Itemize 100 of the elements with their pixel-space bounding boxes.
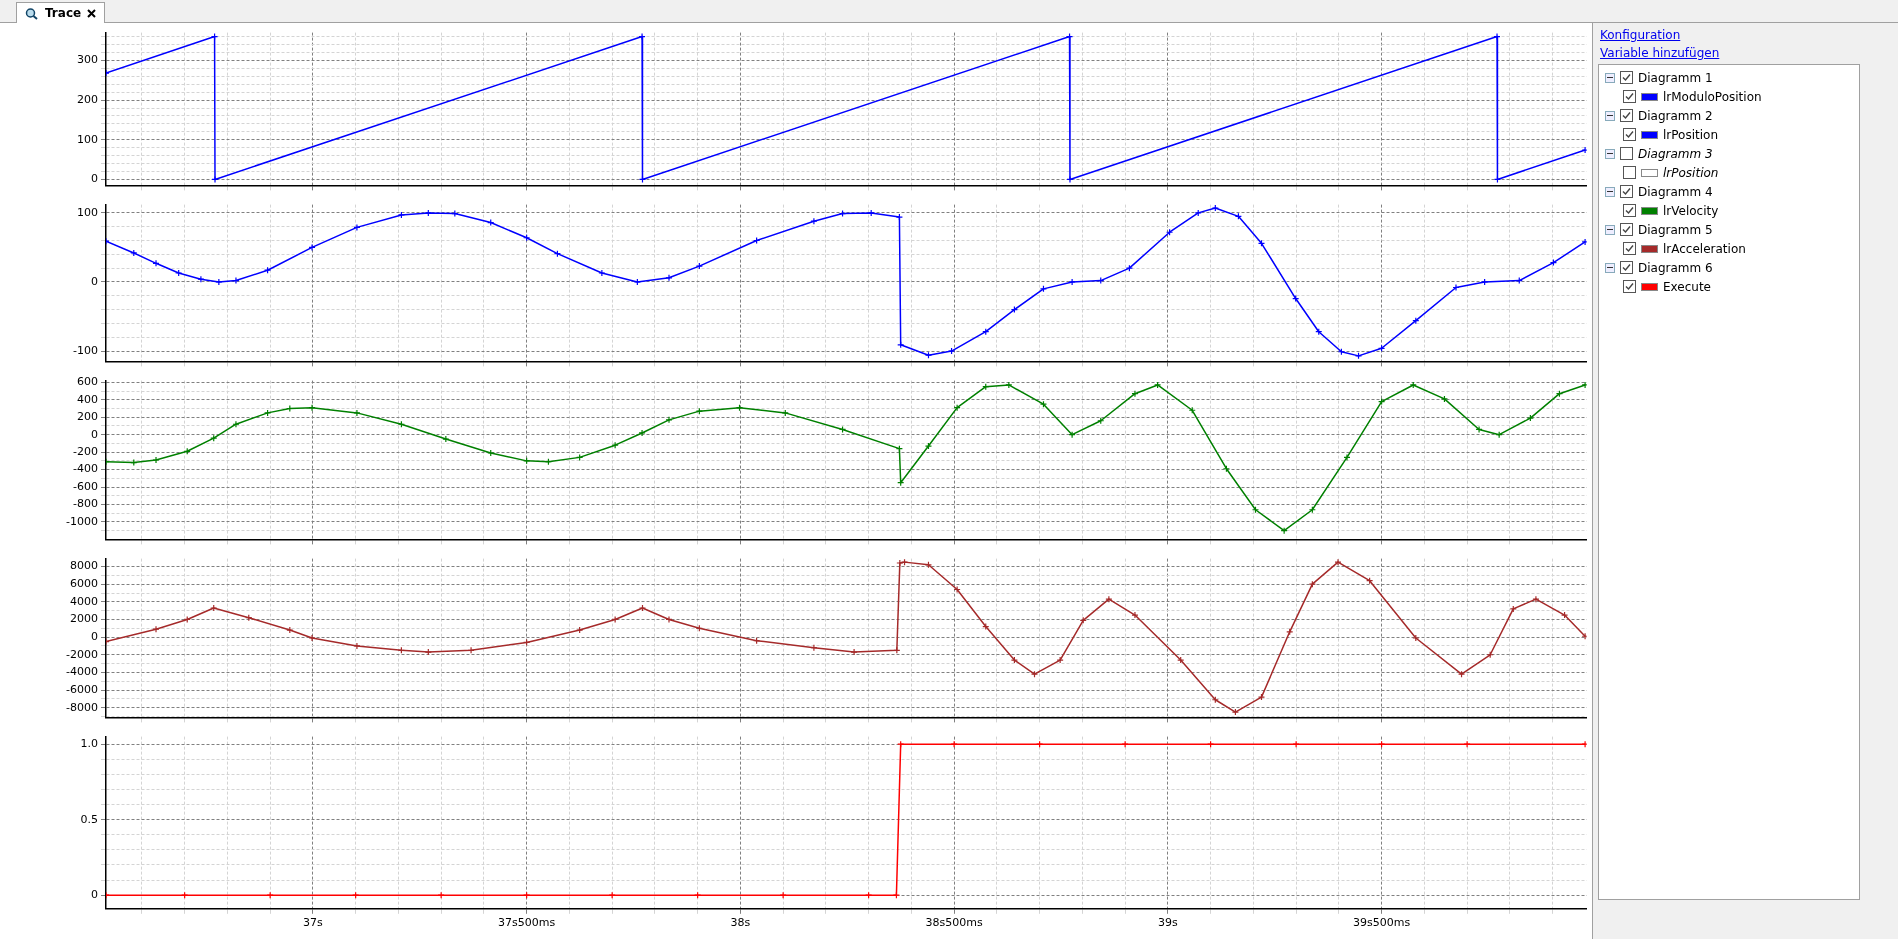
y-tick-label: -100 [73, 343, 98, 357]
y-tick-label: 4000 [70, 594, 98, 608]
y-tick-label: 400 [77, 392, 98, 406]
point [953, 404, 961, 412]
point [1005, 381, 1013, 389]
point [633, 278, 641, 286]
y-tick-label: 600 [77, 375, 98, 389]
point [947, 347, 956, 355]
point [611, 441, 619, 449]
point [665, 274, 673, 282]
point [900, 558, 909, 566]
point [353, 409, 361, 417]
point [232, 276, 240, 285]
point [215, 278, 223, 286]
x-tick-label: 39s [1158, 916, 1178, 930]
point [665, 615, 673, 624]
legend-label: Execute [1663, 279, 1711, 294]
point [576, 626, 584, 634]
y-tick-label: 1.0 [80, 737, 98, 751]
point [953, 585, 961, 594]
y-tick-label: 200 [77, 92, 98, 106]
point [1068, 278, 1076, 286]
point [1105, 595, 1113, 603]
point [1194, 209, 1202, 217]
point [598, 269, 606, 277]
x-tick-label: 38s [730, 916, 751, 930]
point [1211, 204, 1219, 212]
point [232, 420, 240, 428]
y-tick-label: -800 [73, 497, 98, 511]
point [611, 615, 619, 624]
point [152, 625, 160, 633]
y-tick-label: -1000 [66, 514, 98, 528]
legend-label: lrVelocity [1663, 203, 1719, 218]
point [263, 409, 272, 417]
y-tick-label: -8000 [66, 700, 98, 714]
y-tick-label: -4000 [66, 665, 98, 679]
point [211, 175, 219, 184]
point [1560, 611, 1569, 619]
point [1131, 611, 1139, 619]
point [1125, 264, 1133, 272]
text: Diagramm 1 [1638, 70, 1713, 85]
text: Konfiguration [1600, 28, 1682, 42]
point [810, 217, 818, 225]
point [695, 262, 703, 270]
point [424, 648, 432, 656]
point [197, 275, 205, 283]
point [353, 642, 361, 650]
y-tick-label: -600 [73, 479, 98, 493]
y-tick-label: 100 [77, 132, 98, 146]
y-tick-label: -400 [73, 462, 98, 476]
point [1068, 431, 1076, 439]
point [1493, 32, 1501, 41]
y-tick-label: 200 [77, 410, 98, 424]
point [895, 213, 904, 221]
point [638, 429, 646, 437]
point [1131, 390, 1139, 398]
text: Trace [45, 6, 82, 20]
point [210, 604, 218, 612]
point [1509, 605, 1517, 613]
point [1154, 381, 1162, 389]
y-tick-label: 0.5 [80, 812, 98, 826]
point [1056, 656, 1064, 664]
y-tick-label: -2000 [66, 647, 98, 661]
point [1334, 558, 1342, 566]
point [665, 416, 673, 424]
legend-label: lrPosition [1663, 127, 1718, 142]
point [1409, 381, 1417, 389]
text: Diagramm 5 [1638, 222, 1713, 237]
x-tick-label: 38s500ms [925, 916, 983, 930]
point [1481, 278, 1489, 286]
x-tick-label: 37s500ms [498, 916, 556, 930]
legend-label: lrModuloPosition [1663, 89, 1762, 104]
point [130, 249, 138, 257]
point [1177, 656, 1185, 664]
point [286, 626, 294, 634]
y-tick-label: 0 [91, 172, 98, 186]
point [308, 243, 316, 252]
point [1354, 352, 1363, 360]
point [896, 559, 904, 567]
text: Diagramm 2 [1638, 108, 1713, 123]
point [1475, 425, 1483, 434]
y-tick-label: 0 [91, 629, 98, 643]
point [152, 259, 160, 267]
point [308, 634, 316, 642]
point [1066, 175, 1074, 184]
y-tick-label: 100 [77, 205, 98, 219]
y-tick-label: -200 [73, 445, 98, 459]
point [523, 457, 531, 465]
point [781, 409, 789, 417]
y-tick-label: 0 [91, 888, 98, 902]
point [1343, 453, 1351, 461]
point [424, 209, 432, 217]
point [1452, 283, 1460, 292]
y-tick-label: 0 [91, 427, 98, 441]
text: Diagramm 3 [1638, 146, 1713, 161]
x-tick-label: 39s500ms [1353, 916, 1411, 930]
point [850, 648, 858, 656]
point [308, 404, 316, 412]
point [1532, 595, 1540, 603]
x-tick-label: 37s [303, 916, 324, 930]
